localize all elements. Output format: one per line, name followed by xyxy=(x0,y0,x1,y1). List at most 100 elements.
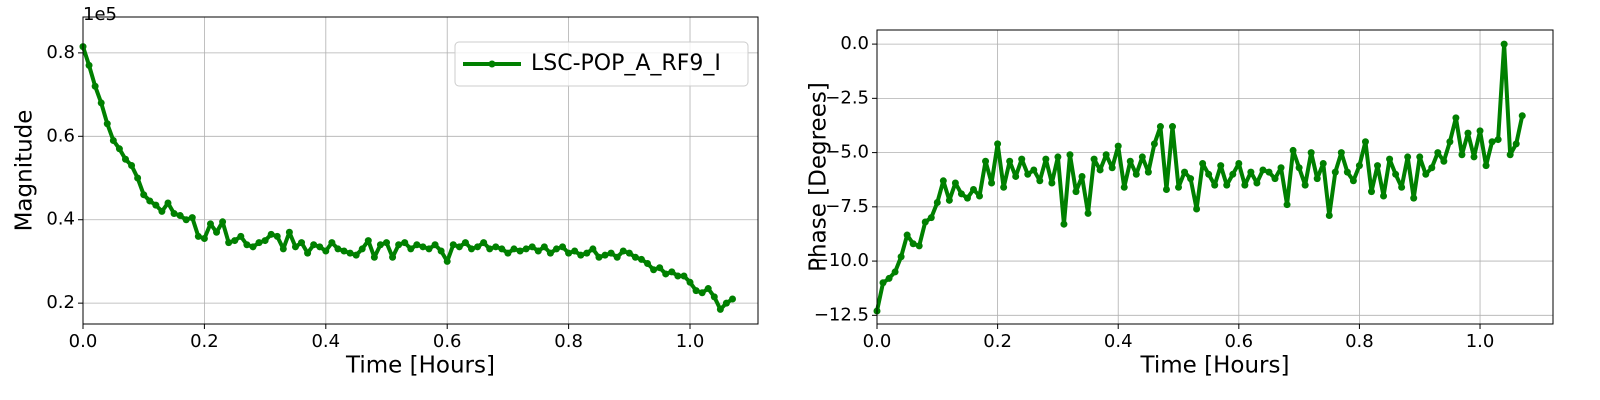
data-point xyxy=(1018,155,1026,163)
data-point xyxy=(528,243,536,251)
data-point xyxy=(933,198,941,206)
data-point xyxy=(625,249,633,257)
data-point xyxy=(1229,170,1237,178)
data-point xyxy=(1271,175,1279,183)
data-point xyxy=(1343,168,1351,176)
data-point xyxy=(1156,123,1164,131)
data-point xyxy=(1048,179,1056,187)
data-point xyxy=(1494,136,1502,144)
data-point xyxy=(255,239,263,247)
data-point xyxy=(1162,185,1170,193)
data-point xyxy=(437,247,445,255)
data-point xyxy=(310,241,318,249)
data-point xyxy=(304,249,312,257)
data-point xyxy=(492,243,500,251)
data-point xyxy=(164,199,172,207)
data-point xyxy=(680,272,688,280)
data-point xyxy=(413,241,421,249)
x-tick-label: 0.6 xyxy=(1224,331,1253,352)
data-point xyxy=(1386,155,1394,163)
data-point xyxy=(879,279,887,287)
data-point xyxy=(644,260,652,268)
data-point xyxy=(704,285,712,293)
y-tick-label: −12.5 xyxy=(814,304,869,325)
data-point xyxy=(170,209,178,217)
x-axis-label: Time [Hours] xyxy=(345,353,495,379)
data-point xyxy=(522,245,530,253)
data-point xyxy=(559,243,567,251)
data-point xyxy=(915,242,923,250)
data-point xyxy=(921,218,929,226)
data-point xyxy=(1102,151,1110,159)
data-point xyxy=(1000,183,1008,191)
data-point xyxy=(449,241,457,249)
data-point xyxy=(1482,162,1490,170)
data-point xyxy=(298,239,306,247)
data-point xyxy=(1217,162,1225,170)
data-point xyxy=(237,232,245,240)
data-point xyxy=(358,245,366,253)
data-point xyxy=(891,268,899,276)
data-point xyxy=(200,234,208,242)
data-point xyxy=(97,99,105,107)
data-point xyxy=(1036,177,1044,185)
data-point xyxy=(583,249,591,257)
data-point xyxy=(607,249,615,257)
data-point xyxy=(1277,164,1285,172)
data-point xyxy=(498,245,506,253)
legend-marker xyxy=(488,60,496,68)
data-point xyxy=(140,191,148,199)
data-point xyxy=(1175,183,1183,191)
data-point xyxy=(577,251,585,259)
data-point xyxy=(425,245,433,253)
data-point xyxy=(395,241,403,249)
x-tick-label: 0.8 xyxy=(1345,331,1374,352)
y-tick-label: 0.0 xyxy=(840,33,869,54)
data-point xyxy=(328,239,336,247)
data-point xyxy=(662,270,670,278)
x-tick-label: 0.4 xyxy=(311,331,340,352)
data-point xyxy=(455,243,463,251)
data-point xyxy=(128,161,136,169)
data-point xyxy=(1078,172,1086,180)
data-point xyxy=(273,232,281,240)
data-point xyxy=(540,243,548,251)
x-tick-label: 1.0 xyxy=(1466,331,1495,352)
data-point xyxy=(1476,127,1484,135)
data-point xyxy=(486,245,494,253)
data-point xyxy=(631,253,639,261)
y-tick-label: −5.0 xyxy=(825,142,869,163)
data-point xyxy=(1434,149,1442,157)
data-point xyxy=(650,266,658,274)
data-point xyxy=(188,214,196,222)
data-point xyxy=(504,249,512,257)
data-point xyxy=(1223,181,1231,189)
data-point xyxy=(565,249,573,257)
data-point xyxy=(109,136,117,144)
data-point xyxy=(340,247,348,255)
data-point xyxy=(510,245,518,253)
data-point xyxy=(951,179,959,187)
data-point xyxy=(206,220,214,228)
data-point xyxy=(1084,209,1092,217)
y-tick-label: −10.0 xyxy=(814,250,869,271)
data-point xyxy=(219,218,227,226)
x-tick-label: 0.4 xyxy=(1104,331,1133,352)
data-point xyxy=(1367,188,1375,196)
data-point xyxy=(213,228,221,236)
data-point xyxy=(461,239,469,247)
data-point xyxy=(1380,192,1388,200)
x-tick-label: 0.0 xyxy=(69,331,98,352)
data-point xyxy=(1072,188,1080,196)
data-point xyxy=(619,247,627,255)
legend-label: LSC-POP_A_RF9_I xyxy=(531,51,721,76)
data-point xyxy=(1024,170,1032,178)
data-point xyxy=(231,237,239,245)
data-point xyxy=(1150,140,1158,148)
data-point xyxy=(1181,168,1189,176)
data-point xyxy=(716,305,724,313)
data-point xyxy=(243,241,251,249)
data-point xyxy=(152,201,160,209)
data-point xyxy=(729,295,737,303)
